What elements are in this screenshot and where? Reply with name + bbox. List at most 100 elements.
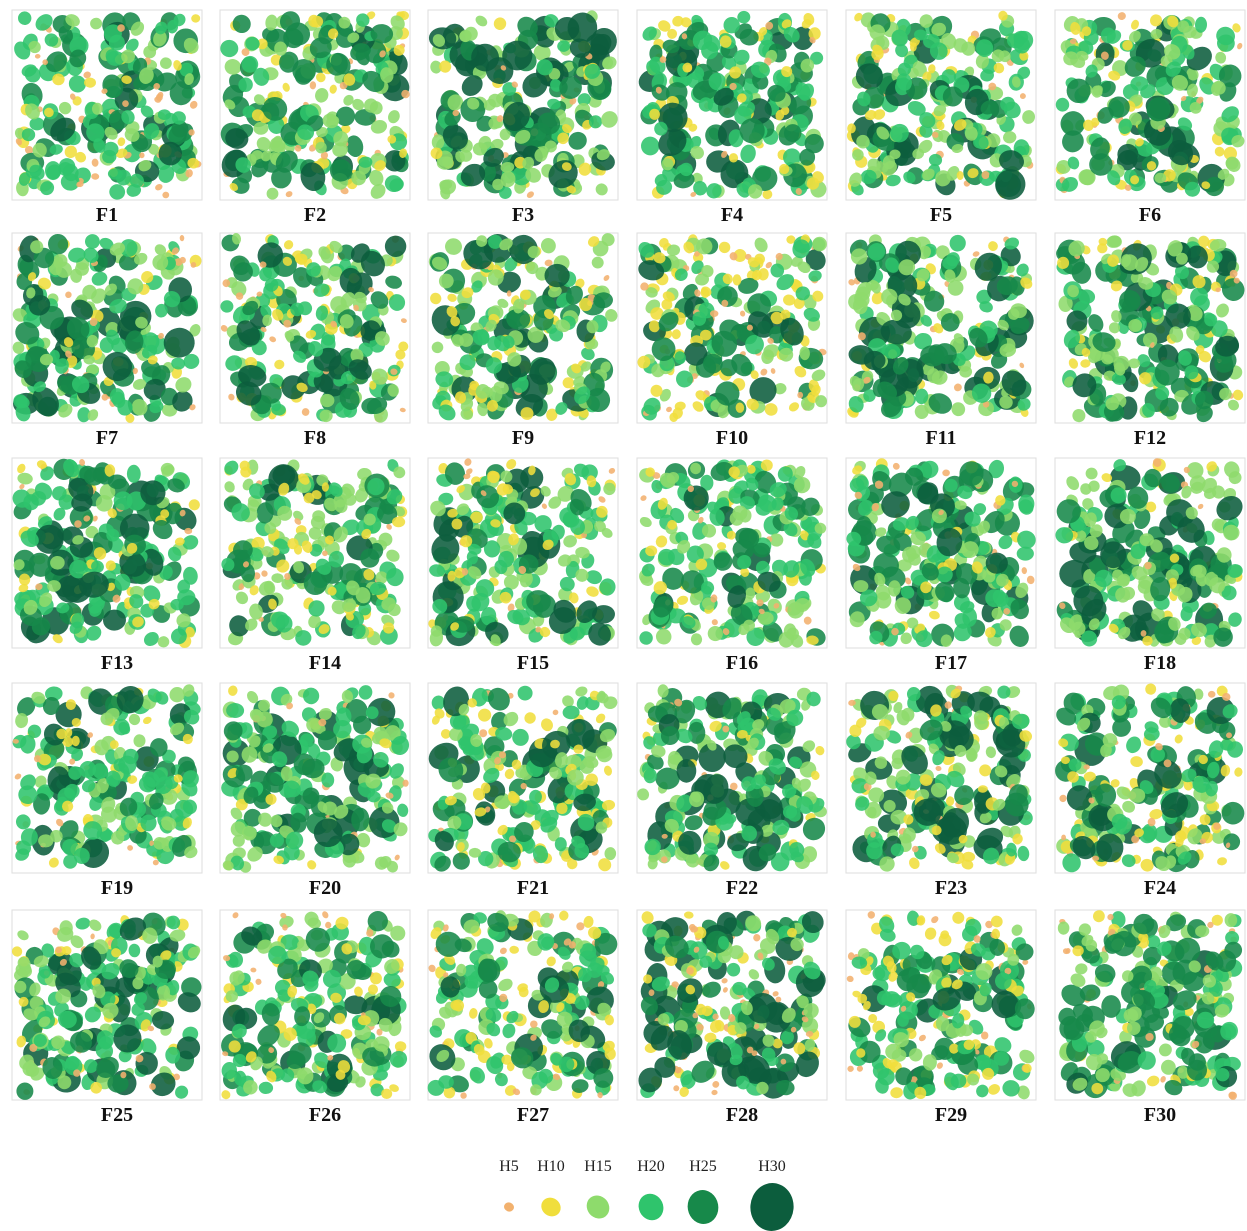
crown [350, 43, 371, 61]
crown [173, 13, 186, 27]
crown [1060, 111, 1086, 136]
crown [903, 171, 916, 184]
crown [107, 168, 123, 180]
crown [1067, 156, 1080, 170]
crown [736, 93, 747, 103]
crown [93, 138, 106, 153]
crown [857, 91, 871, 107]
panel-label: F11 [925, 427, 956, 449]
crown [748, 184, 763, 199]
crown [45, 161, 62, 181]
crown [261, 150, 272, 162]
crown [810, 51, 824, 65]
crown [17, 11, 32, 25]
crown [315, 88, 329, 103]
panel-label: F19 [101, 877, 133, 899]
panel-label: F9 [512, 427, 534, 449]
crown [262, 96, 288, 121]
crown [24, 145, 34, 155]
crown [1130, 175, 1140, 185]
crown [595, 183, 608, 196]
crown [1117, 12, 1126, 21]
crown [923, 33, 940, 49]
crown [188, 129, 195, 136]
crown [340, 124, 351, 134]
panel-label: F1 [96, 204, 118, 226]
crown [322, 113, 339, 129]
crown [500, 171, 516, 188]
crown [347, 32, 360, 43]
crown [125, 38, 139, 52]
crown [35, 14, 53, 31]
crown [559, 76, 582, 99]
crown [561, 162, 572, 171]
crown [907, 101, 926, 116]
crown [1003, 131, 1017, 144]
crown [503, 101, 530, 132]
crown [854, 12, 863, 22]
crown [975, 53, 989, 69]
crown [121, 49, 136, 64]
crown [736, 183, 750, 198]
panel [11, 9, 203, 201]
crown [343, 73, 356, 86]
crown [14, 41, 31, 60]
crown [912, 61, 927, 78]
crown [557, 132, 569, 145]
crown [891, 29, 908, 47]
crown [1117, 143, 1139, 165]
crown [1150, 28, 1163, 40]
crown [271, 135, 283, 149]
crown [300, 162, 326, 192]
panel [636, 9, 828, 201]
crown [356, 13, 370, 27]
crown [980, 100, 998, 115]
crown [1131, 19, 1139, 30]
crown [855, 63, 883, 90]
crown [1108, 96, 1130, 118]
crown [1214, 146, 1225, 157]
crown [157, 109, 171, 121]
crown [732, 274, 742, 286]
crown [309, 37, 332, 59]
crown [256, 38, 268, 50]
crown [171, 111, 186, 125]
crown [490, 138, 504, 151]
crown [265, 14, 278, 31]
crown [158, 141, 183, 166]
crown [103, 141, 119, 157]
crown [15, 138, 23, 146]
crown [1232, 23, 1241, 33]
crown [646, 60, 661, 76]
crown [117, 137, 126, 147]
crown [121, 109, 135, 125]
crown [931, 131, 939, 138]
crown [370, 24, 394, 44]
panel [636, 682, 828, 874]
crown [590, 33, 612, 56]
crown [76, 181, 82, 188]
crown [335, 106, 356, 127]
crown [569, 97, 577, 105]
crown [951, 144, 964, 153]
crown [320, 151, 329, 160]
crown [388, 110, 400, 124]
crown [374, 160, 386, 172]
crown [936, 120, 945, 131]
crown [690, 146, 704, 160]
crown [860, 169, 877, 185]
crown [729, 66, 742, 79]
crown [245, 36, 260, 51]
crown [309, 81, 317, 90]
crown [330, 52, 351, 75]
crown [534, 148, 548, 162]
crown [266, 187, 279, 200]
crown [432, 34, 446, 47]
crown [140, 105, 154, 118]
panel-label: F3 [512, 204, 534, 226]
crown [104, 126, 118, 140]
panel-label: F14 [309, 652, 341, 674]
crown [710, 310, 719, 317]
crown [476, 115, 494, 132]
crown [525, 167, 542, 183]
